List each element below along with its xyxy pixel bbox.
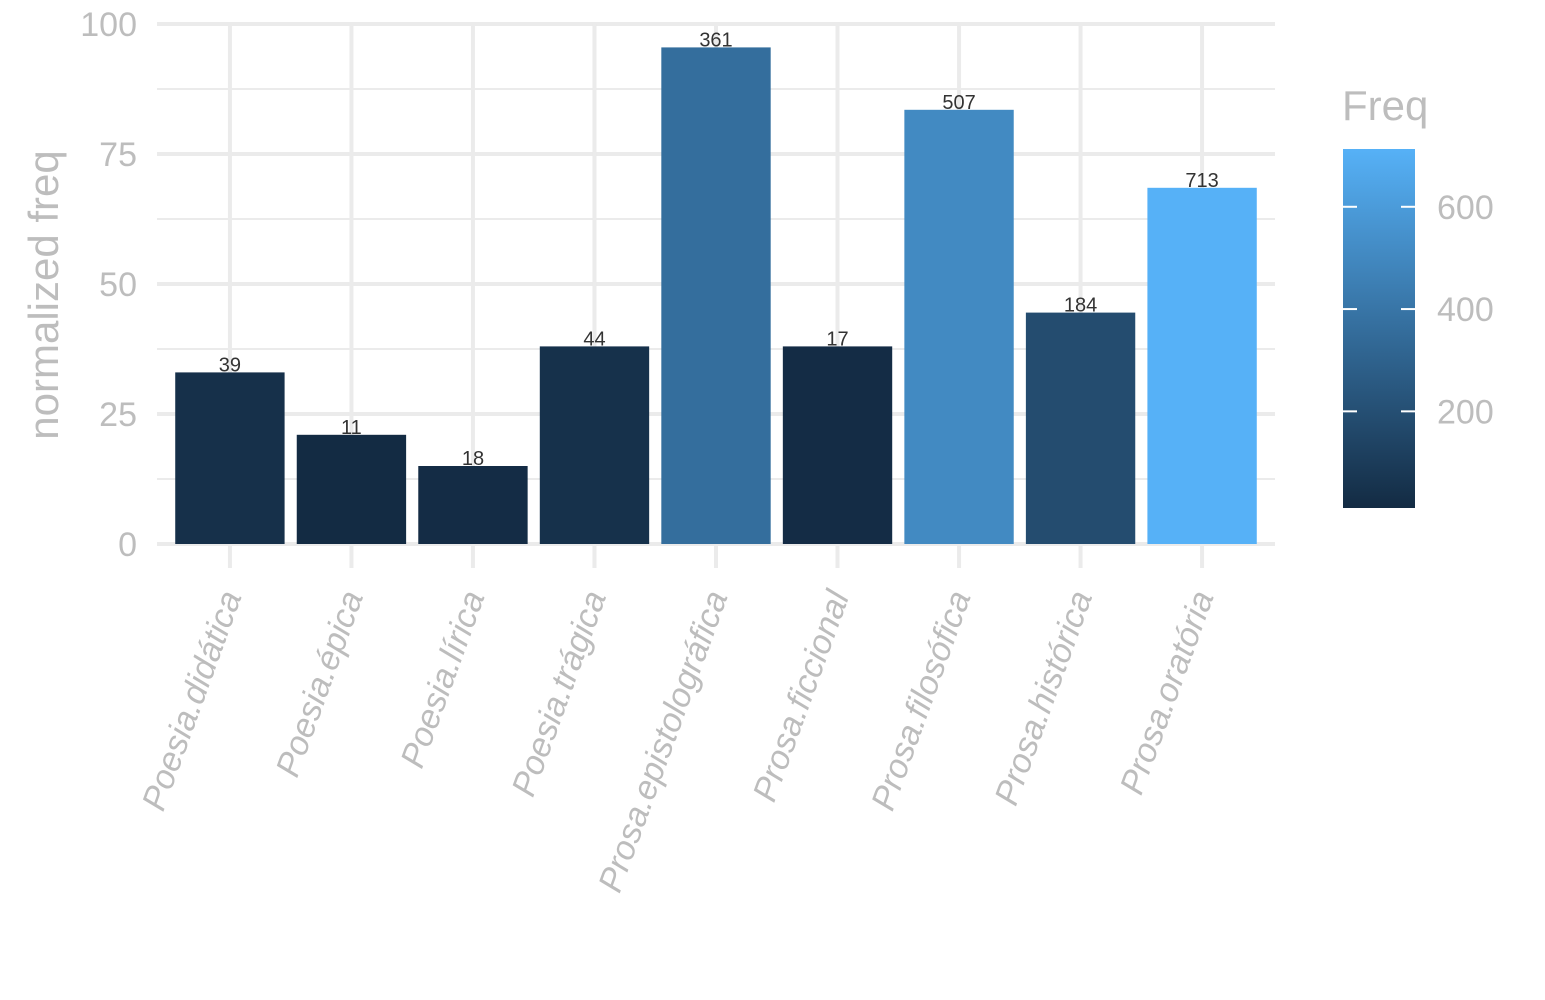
- data-labels: 39 11 18 44 361 17 507 184 713: [219, 29, 1219, 470]
- bar: [904, 109, 1014, 545]
- x-tick-label: Poesia.trágica: [505, 586, 614, 801]
- y-tick-label: 0: [118, 526, 137, 564]
- legend-colorbar: [1343, 149, 1415, 508]
- x-axis-ticks: Poesia.didática Poesia.épica Poesia.lírica…: [135, 584, 1222, 897]
- bar-data-label: 507: [942, 92, 975, 114]
- bar-data-label: 11: [341, 417, 362, 439]
- bar: [1025, 312, 1136, 544]
- bar-data-label: 44: [583, 328, 605, 350]
- legend-ticks: 200 400 600: [1343, 189, 1494, 431]
- x-tick-label: Prosa.ficcional: [746, 584, 858, 806]
- bar-data-label: 39: [219, 354, 241, 376]
- x-tick-label: Poesia.lírica: [393, 586, 492, 773]
- bar-data-label: 18: [462, 448, 484, 470]
- y-tick-label: 50: [99, 266, 137, 304]
- bar: [539, 346, 650, 544]
- y-axis-title: normalized freq: [20, 150, 67, 439]
- y-tick-label: 25: [99, 396, 137, 434]
- y-tick-label: 75: [99, 136, 137, 174]
- x-tick-label: Poesia.épica: [269, 586, 371, 782]
- x-tick-label: Prosa.filosófica: [864, 586, 979, 816]
- legend-title: Freq: [1342, 82, 1428, 129]
- legend-tick-label: 600: [1437, 189, 1494, 227]
- legend-tick-label: 400: [1437, 291, 1494, 329]
- bar-data-label: 713: [1185, 170, 1218, 192]
- x-tick-label: Prosa.epistolográfica: [591, 586, 735, 897]
- bar: [175, 372, 285, 544]
- bar: [1147, 187, 1257, 545]
- x-tick-label: Prosa.histórica: [987, 586, 1100, 810]
- x-tick-label: Prosa.oratória: [1113, 586, 1222, 800]
- x-tick-label: Poesia.didática: [135, 586, 250, 816]
- bar-data-label: 361: [699, 29, 732, 51]
- bar-data-label: 17: [826, 328, 848, 350]
- y-axis-ticks: 0 25 50 75 100: [80, 6, 137, 564]
- bar-data-label: 184: [1064, 295, 1097, 317]
- y-tick-label: 100: [80, 6, 137, 44]
- bar: [296, 434, 407, 544]
- legend-tick-label: 200: [1437, 393, 1494, 431]
- bar: [661, 47, 771, 545]
- bars: [175, 47, 1257, 545]
- bar: [782, 346, 893, 544]
- bar: [418, 466, 528, 544]
- color-legend: Freq 200 400 600: [1342, 82, 1494, 508]
